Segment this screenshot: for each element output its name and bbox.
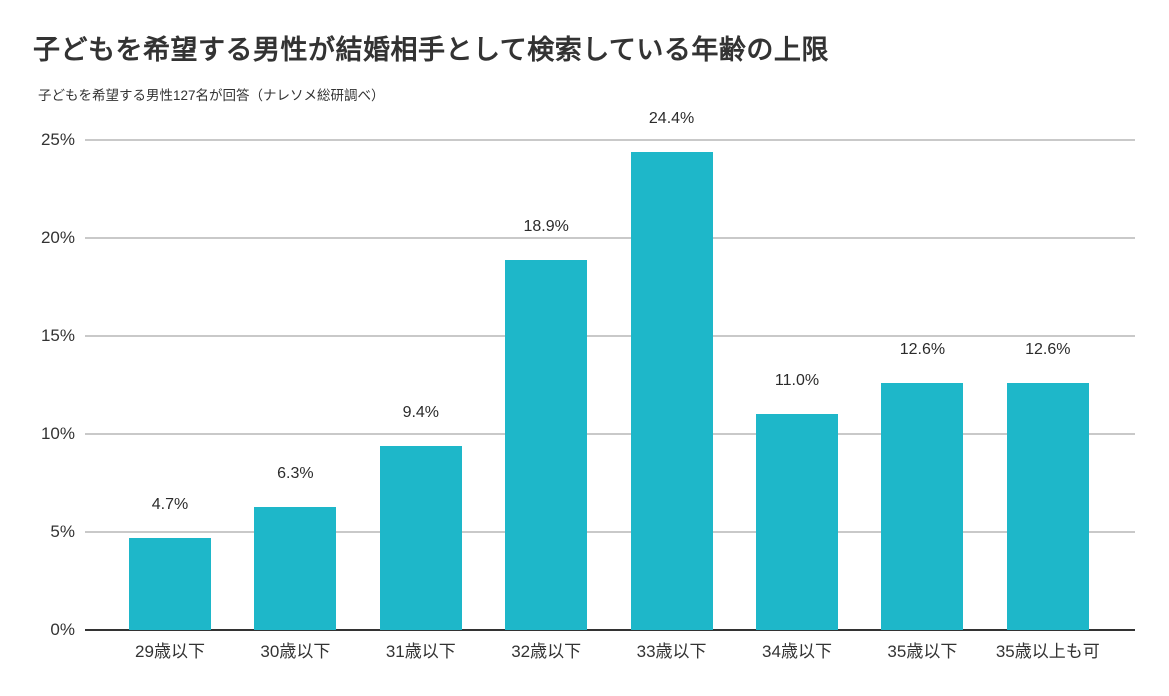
x-axis-category-label: 35歳以下 (887, 642, 958, 661)
y-axis-tick-label: 15% (40, 326, 75, 345)
chart-subtitle: 子どもを希望する男性127名が回答（ナレソメ総研調べ） (38, 88, 385, 103)
bar-value-label: 6.3% (277, 464, 314, 482)
y-axis-tick-label: 10% (40, 424, 75, 443)
gridline (85, 433, 1135, 435)
x-axis-category-label: 29歳以下 (135, 642, 205, 661)
bar (129, 537, 211, 630)
bar (630, 151, 713, 630)
bar-value-label: 12.6% (899, 341, 946, 359)
bar-value-label: 11.0% (774, 372, 820, 390)
y-axis-tick-label: 25% (40, 130, 75, 149)
bar-value-label: 9.4% (402, 403, 440, 421)
bar-value-label: 4.7% (151, 495, 189, 513)
bar (254, 506, 337, 630)
y-axis-tick-label: 5% (50, 522, 75, 541)
y-axis-tick-label: 20% (40, 228, 75, 247)
x-axis-category-label: 35歳以上も可 (995, 642, 1100, 661)
y-axis-tick-label: 0% (50, 620, 75, 639)
x-axis-category-label: 32歳以下 (511, 642, 582, 661)
gridline (85, 139, 1135, 141)
gridline (85, 531, 1135, 533)
x-axis-category-label: 30歳以下 (260, 642, 331, 661)
x-axis-category-label: 34歳以下 (762, 642, 832, 661)
x-axis-category-label: 33歳以下 (636, 642, 707, 661)
chart-title: 子どもを希望する男性が結婚相手として検索している年齢の上限 (33, 35, 829, 65)
gridline (85, 335, 1135, 337)
gridline (85, 237, 1135, 239)
bar-value-label: 24.4% (648, 109, 695, 127)
x-axis-line (85, 629, 1135, 631)
bar (1006, 383, 1089, 630)
bar (881, 383, 964, 630)
bar (505, 259, 588, 630)
x-axis-category-label: 31歳以下 (385, 642, 456, 661)
bar (379, 445, 462, 630)
bar-value-label: 12.6% (1025, 341, 1071, 359)
bar (756, 414, 838, 630)
bar-value-label: 18.9% (523, 217, 569, 235)
